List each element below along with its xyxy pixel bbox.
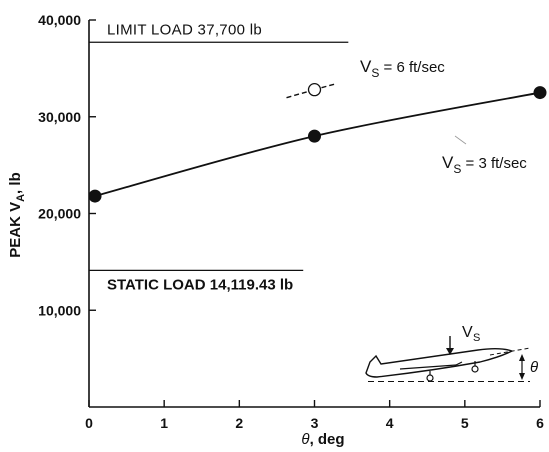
series-6fps-label: VS = 6 ft/sec	[360, 57, 445, 80]
series-3fps-point	[88, 189, 102, 203]
x-tick-label: 2	[235, 415, 243, 431]
y-tick-label: 40,000	[38, 12, 81, 28]
airplane-inset: VS θ	[365, 324, 538, 382]
y-axis-title: PEAK VA, lb	[7, 172, 27, 257]
series-3fps-point	[308, 129, 321, 143]
series-3fps-label: VS = 3 ft/sec	[442, 153, 527, 176]
series-6fps-point	[307, 83, 322, 97]
nose-gear-wheel	[471, 365, 479, 373]
x-tick-label: 6	[536, 415, 544, 431]
velocity-arrow-head	[446, 348, 454, 355]
reference-lines: LIMIT LOAD 37,700 lb STATIC LOAD 14,119.4…	[89, 21, 349, 293]
angle-symbol: θ	[530, 359, 538, 376]
x-tick-label: 3	[311, 415, 319, 431]
angle-arrow-head-top	[519, 354, 525, 361]
y-tick-label: 30,000	[38, 109, 81, 125]
series-6fps-dash	[286, 90, 308, 99]
series-group	[88, 82, 547, 203]
axes-group: 10,000 20,000 30,000 40,000 0 1 2 3 4 5 6	[38, 12, 544, 431]
inset-velocity-label: VS	[462, 324, 481, 344]
main-gear-wheel	[426, 374, 434, 382]
x-tick-label: 4	[386, 415, 394, 431]
series-3fps-line	[94, 91, 541, 197]
x-tick-label: 1	[160, 415, 168, 431]
airplane-fuselage	[365, 348, 514, 378]
labels-group: VS = 6 ft/sec VS = 3 ft/sec	[360, 57, 527, 176]
series-6fps-dash	[321, 82, 337, 89]
limit-load-label: LIMIT LOAD 37,700 lb	[107, 21, 262, 38]
x-tick-label: 0	[85, 415, 93, 431]
x-axis-title: θ, deg	[301, 431, 344, 448]
angle-arrow-head-bottom	[519, 373, 525, 380]
y-tick-label: 20,000	[38, 206, 81, 222]
y-tick-label: 10,000	[38, 302, 81, 318]
airplane-wing	[399, 361, 463, 370]
series-3fps-point	[533, 86, 547, 100]
static-load-label: STATIC LOAD 14,119.43 lb	[107, 276, 293, 293]
series-3fps-leader	[454, 135, 467, 145]
x-tick-label: 5	[461, 415, 469, 431]
